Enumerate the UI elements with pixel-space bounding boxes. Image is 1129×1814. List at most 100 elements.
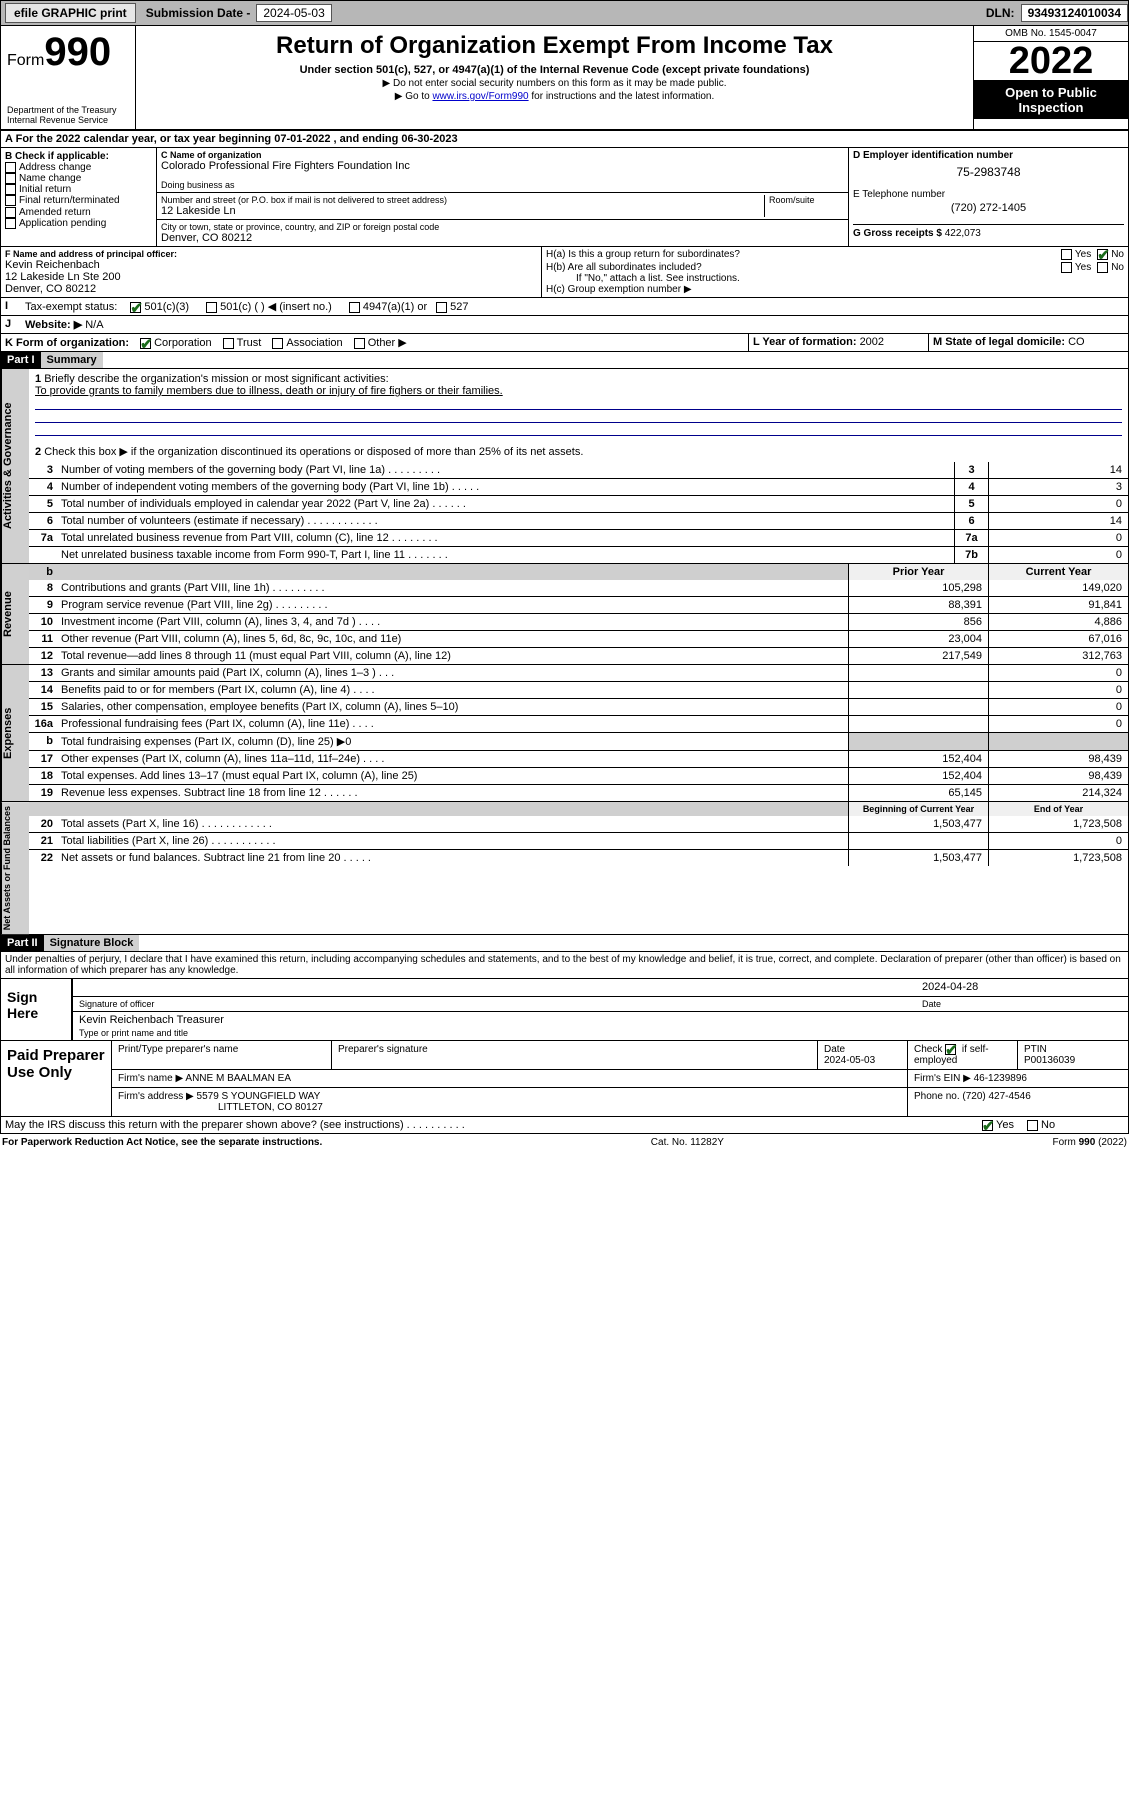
col-prior-year: Prior Year xyxy=(848,564,988,580)
col-end-year: End of Year xyxy=(988,802,1128,816)
col-c: C Name of organization Colorado Professi… xyxy=(156,148,848,246)
paperwork-notice: For Paperwork Reduction Act Notice, see … xyxy=(2,1137,322,1148)
city-value: Denver, CO 80212 xyxy=(161,232,844,244)
sidetab-rev: Revenue xyxy=(1,564,29,664)
ck-501c[interactable] xyxy=(206,302,217,313)
hb-label: H(b) Are all subordinates included? xyxy=(546,262,1061,273)
summary-row: 7aTotal unrelated business revenue from … xyxy=(29,529,1128,546)
goto-note: ▶ Go to www.irs.gov/Form990 for instruct… xyxy=(142,91,967,102)
summary-row: 6Total number of volunteers (estimate if… xyxy=(29,512,1128,529)
col-begin-year: Beginning of Current Year xyxy=(848,802,988,816)
dba-label: Doing business as xyxy=(161,180,844,190)
firm-name: ANNE M BAALMAN EA xyxy=(185,1073,291,1084)
hb-note: If "No," attach a list. See instructions… xyxy=(576,273,1124,284)
firm-addr2: LITTLETON, CO 80127 xyxy=(218,1102,323,1113)
ck-527[interactable] xyxy=(436,302,447,313)
sig-officer-label: Signature of officer xyxy=(79,999,922,1009)
sign-here-label: Sign Here xyxy=(1,979,71,1040)
line-klm: K Form of organization: Corporation Trus… xyxy=(0,334,1129,352)
revenue-row: 10Investment income (Part VIII, column (… xyxy=(29,613,1128,630)
q1-mission: Briefly describe the organization's miss… xyxy=(44,373,388,385)
sidetab-net: Net Assets or Fund Balances xyxy=(1,802,29,934)
expenses-block: Expenses 13Grants and similar amounts pa… xyxy=(0,665,1129,802)
expense-row: 16aProfessional fundraising fees (Part I… xyxy=(29,715,1128,732)
prep-sig-label: Preparer's signature xyxy=(332,1041,818,1069)
form-header: Form990 Department of the Treasury Inter… xyxy=(0,26,1129,131)
header-block: B Check if applicable: Address change Na… xyxy=(0,148,1129,247)
efile-print-button[interactable]: efile GRAPHIC print xyxy=(5,3,136,23)
phone-value: (720) 272-1405 xyxy=(853,202,1124,214)
ck-4947[interactable] xyxy=(349,302,360,313)
q2-discontinued: Check this box ▶ if the organization dis… xyxy=(44,446,583,458)
tax-year: 2022 xyxy=(974,42,1128,81)
line-j: J Website: ▶ N/A xyxy=(0,316,1129,334)
submission-date-label: Submission Date - xyxy=(140,4,257,22)
ein-label: D Employer identification number xyxy=(853,150,1124,161)
expense-row: 15Salaries, other compensation, employee… xyxy=(29,698,1128,715)
room-label: Room/suite xyxy=(769,195,840,205)
ck-initial-return[interactable] xyxy=(5,184,16,195)
ha-no[interactable] xyxy=(1097,249,1108,260)
irs-label: Internal Revenue Service xyxy=(7,115,129,125)
name-title-label: Type or print name and title xyxy=(73,1028,1128,1040)
expense-row: 13Grants and similar amounts paid (Part … xyxy=(29,665,1128,681)
ck-self-employed[interactable] xyxy=(945,1044,956,1055)
ck-assoc[interactable] xyxy=(272,338,283,349)
expense-row: 18Total expenses. Add lines 13–17 (must … xyxy=(29,767,1128,784)
a1-mission: To provide grants to family members due … xyxy=(35,385,503,397)
ptin: P00136039 xyxy=(1024,1055,1075,1066)
ck-amended-return[interactable] xyxy=(5,207,16,218)
may-no[interactable] xyxy=(1027,1120,1038,1131)
ck-name-change[interactable] xyxy=(5,173,16,184)
hb-yes[interactable] xyxy=(1061,262,1072,273)
ha-yes[interactable] xyxy=(1061,249,1072,260)
revenue-row: 9Program service revenue (Part VIII, lin… xyxy=(29,596,1128,613)
ck-corp[interactable] xyxy=(140,338,151,349)
summary-row: 4Number of independent voting members of… xyxy=(29,478,1128,495)
ck-trust[interactable] xyxy=(223,338,234,349)
firm-phone: Phone no. (720) 427-4546 xyxy=(908,1088,1128,1116)
top-bar: efile GRAPHIC print Submission Date - 20… xyxy=(0,0,1129,26)
street-label: Number and street (or P.O. box if mail i… xyxy=(161,195,764,205)
city-label: City or town, state or province, country… xyxy=(161,222,844,232)
block-fh: F Name and address of principal officer:… xyxy=(0,247,1129,298)
open-to-public: Open to Public Inspection xyxy=(974,81,1128,119)
officer-nametype: Kevin Reichenbach Treasurer xyxy=(79,1014,224,1026)
phone-label: E Telephone number xyxy=(853,189,1124,200)
ck-final-return[interactable] xyxy=(5,195,16,206)
revenue-row: 11Other revenue (Part VIII, column (A), … xyxy=(29,630,1128,647)
ssn-note: ▶ Do not enter social security numbers o… xyxy=(142,78,967,89)
cat-no: Cat. No. 11282Y xyxy=(651,1137,724,1148)
form-title: Return of Organization Exempt From Incom… xyxy=(142,32,967,60)
gross-receipts: 422,073 xyxy=(945,228,981,239)
revenue-block: Revenue b Prior Year Current Year 8Contr… xyxy=(0,564,1129,665)
sidetab-exp: Expenses xyxy=(1,665,29,801)
revenue-row: 12Total revenue—add lines 8 through 11 (… xyxy=(29,647,1128,664)
officer-name: Kevin Reichenbach xyxy=(5,259,537,271)
form-footer: Form 990 (2022) xyxy=(1053,1137,1127,1148)
ck-501c3[interactable] xyxy=(130,302,141,313)
dln-label: DLN: xyxy=(980,4,1021,22)
form990-link[interactable]: www.irs.gov/Form990 xyxy=(432,91,528,102)
year-formation: 2002 xyxy=(860,336,884,348)
hc-label: H(c) Group exemption number ▶ xyxy=(546,284,1124,295)
ck-other[interactable] xyxy=(354,338,365,349)
prep-name-label: Print/Type preparer's name xyxy=(112,1041,332,1069)
footer: For Paperwork Reduction Act Notice, see … xyxy=(0,1134,1129,1151)
may-discuss: May the IRS discuss this return with the… xyxy=(0,1117,1129,1134)
ha-label: H(a) Is this a group return for subordin… xyxy=(546,249,1061,260)
expense-row: 19Revenue less expenses. Subtract line 1… xyxy=(29,784,1128,801)
ck-app-pending[interactable] xyxy=(5,218,16,229)
may-yes[interactable] xyxy=(982,1120,993,1131)
summary-row: 5Total number of individuals employed in… xyxy=(29,495,1128,512)
officer-city: Denver, CO 80212 xyxy=(5,283,537,295)
officer-street: 12 Lakeside Ln Ste 200 xyxy=(5,271,537,283)
part2-header: Part IISignature Block xyxy=(0,935,1129,952)
paid-preparer-block: Paid Preparer Use Only Print/Type prepar… xyxy=(0,1041,1129,1117)
ck-address-change[interactable] xyxy=(5,162,16,173)
hb-no[interactable] xyxy=(1097,262,1108,273)
summary-row: Net unrelated business taxable income fr… xyxy=(29,546,1128,563)
line-i: I Tax-exempt status: 501(c)(3) 501(c) ( … xyxy=(0,298,1129,316)
activities-governance: Activities & Governance 1 Briefly descri… xyxy=(0,369,1129,564)
part1-header: Part ISummary xyxy=(0,352,1129,369)
